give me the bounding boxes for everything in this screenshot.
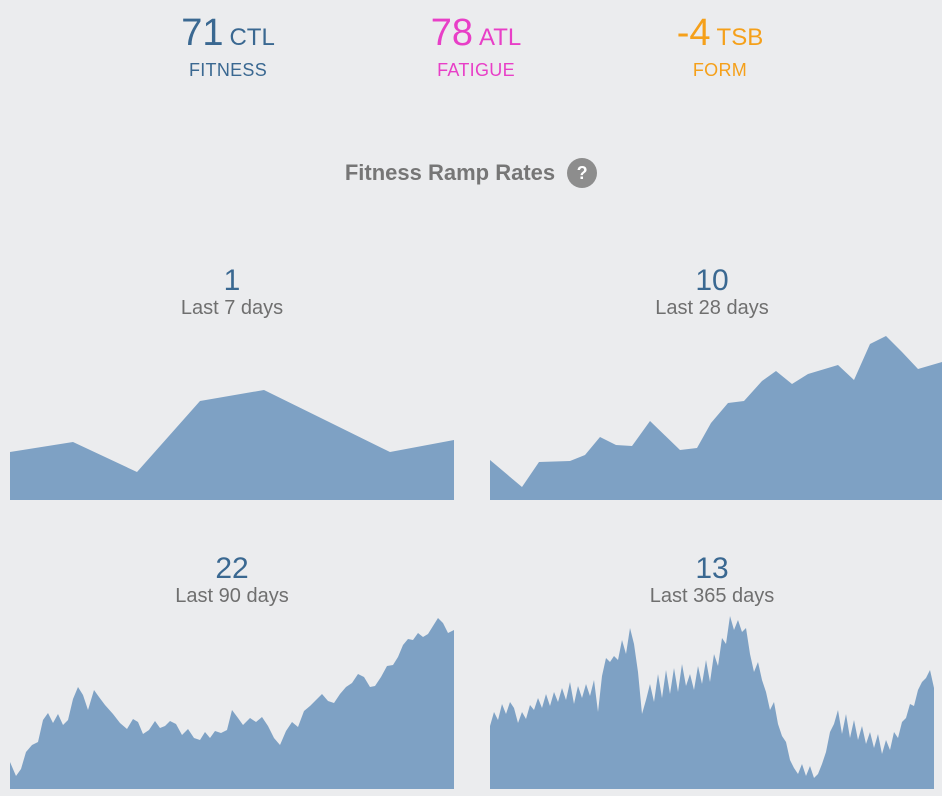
ramp-panel-28-days: 10 Last 28 days [490,262,942,502]
tsb-stat: -4 TSB FORM [620,14,820,81]
ramp-period-label: Last 28 days [655,297,769,319]
ramp-panel-90-days: 22 Last 90 days [10,550,454,790]
question-mark-icon[interactable]: ? [567,158,598,188]
ramp-rate-value: 10 [695,264,729,297]
atl-value: 78 [430,12,474,54]
ramp-panel-365-days: 13 Last 365 days [490,550,934,790]
tsb-abbr: TSB [716,24,764,51]
sparkline-area-chart [10,618,454,789]
ramp-rate-value: 1 [223,264,241,297]
sparkline-area-chart [490,336,942,500]
ramp-panel-7-days: 1 Last 7 days [10,262,454,502]
ctl-abbr: CTL [229,24,275,51]
ramp-period-label: Last 90 days [175,585,289,607]
ramp-rate-value: 13 [695,552,729,585]
sparkline-area-chart [10,390,454,500]
sparkline-area [490,336,942,500]
tsb-label: FORM [692,60,748,80]
atl-stat: 78 ATL FATIGUE [376,14,576,81]
sparkline-area-chart [490,616,934,789]
training-load-summary: 71 CTL FITNESS 78 ATL FATIGUE -4 TSB FORM [0,14,942,94]
ramp-period-label: Last 7 days [180,297,284,319]
ctl-stat: 71 CTL FITNESS [128,14,328,81]
ctl-label: FITNESS [188,60,268,80]
ramp-period-label: Last 365 days [649,585,775,607]
ramp-rate-value: 22 [215,552,249,585]
atl-label: FATIGUE [437,60,515,80]
ctl-value: 71 [181,12,224,54]
atl-abbr: ATL [479,24,522,51]
tsb-value: -4 [676,12,711,54]
sparkline-area [10,618,454,789]
sparkline-area [490,616,934,789]
ramp-rates-title: Fitness Ramp Rates [344,160,556,185]
sparkline-area [10,390,454,500]
ramp-rates-heading: Fitness Ramp Rates? [0,158,942,188]
